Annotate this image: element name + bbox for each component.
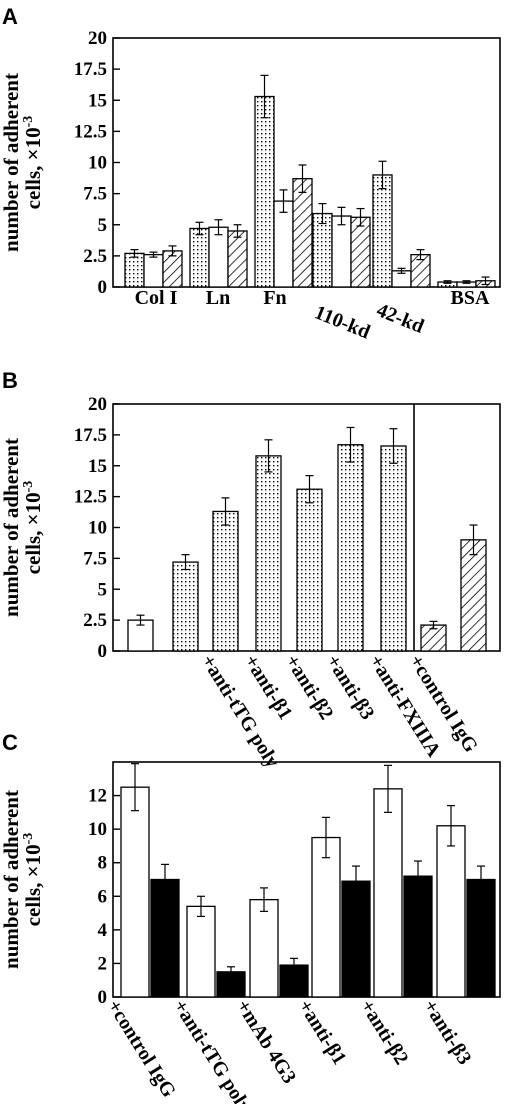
- bar-3: [212, 510, 239, 652]
- y-axis-label: number of adherent: [0, 438, 23, 617]
- bar-5: [296, 488, 323, 652]
- panel-b: B 0 2.5 5 7.5 10 12.5 15 17.5 20 number of adheren…: [0, 368, 501, 772]
- bar-9: [460, 539, 487, 652]
- category-label: +anti-β3: [419, 996, 476, 1069]
- bar-2-1: [189, 227, 210, 288]
- y-axis-label-line2: cells, ×10-3: [21, 116, 45, 210]
- category-label: +anti-β1: [294, 996, 351, 1069]
- y-tick-label: 10: [88, 518, 107, 539]
- bar-3-3: [292, 178, 313, 288]
- bar-4-2: [331, 215, 352, 288]
- y-tick-label: 0: [98, 641, 108, 662]
- y-tick-label: 12.5: [74, 121, 107, 142]
- y-tick-label: 17.5: [74, 425, 107, 446]
- y-tick-label: 15: [88, 90, 107, 111]
- bar-1-2: [143, 253, 164, 288]
- y-tick-label: 7.5: [83, 184, 107, 205]
- bar-5-2: [403, 875, 433, 998]
- y-axis-label-text: cells, ×10: [21, 492, 45, 574]
- bar-5-1: [373, 788, 403, 998]
- category-label: 110-kd: [311, 301, 373, 343]
- bar-1-1: [120, 786, 150, 998]
- panel-a: A 0 2.5 5 7.5 10 12.5 15 17.5 20 number of adheren…: [0, 4, 501, 343]
- bar-1-1: [124, 252, 145, 288]
- bar-8: [420, 624, 447, 652]
- category-label: +mAb 4G3: [232, 996, 301, 1088]
- bar-4-1: [311, 836, 341, 998]
- category-label: 42-kd: [373, 299, 427, 338]
- y-axis-label-line2: cells, ×10-3: [21, 481, 45, 575]
- y-tick-label: 2: [98, 953, 108, 974]
- y-axis-label-exponent: -3: [21, 116, 36, 128]
- y-tick-label: 15: [88, 456, 107, 477]
- y-tick-label: 12: [88, 786, 107, 807]
- y-tick-label: 20: [88, 394, 107, 415]
- y-axis-label-exponent: -3: [21, 833, 36, 845]
- category-label: Col I: [135, 287, 178, 309]
- y-axis-label-text: cells, ×10: [21, 127, 45, 209]
- bar-2-3: [227, 230, 248, 288]
- category-label: +control IgG: [103, 996, 180, 1102]
- bar-2: [172, 561, 199, 652]
- panel-letter: B: [2, 368, 18, 393]
- bar-1-2: [150, 878, 180, 998]
- y-tick-label: 10: [88, 819, 107, 840]
- y-tick-label: 17.5: [74, 59, 107, 80]
- y-tick-label: 10: [88, 153, 107, 174]
- bar-3-2: [273, 200, 294, 288]
- y-tick-label: 2.5: [83, 610, 107, 631]
- bar-4-2: [341, 880, 371, 998]
- panel-letter: C: [2, 730, 18, 755]
- bar-7: [380, 445, 407, 652]
- y-tick-label: 5: [98, 579, 108, 600]
- category-label: Fn: [263, 287, 286, 309]
- bar-2-2: [208, 226, 229, 288]
- y-tick-label: 7.5: [83, 548, 107, 569]
- y-tick-label: 4: [98, 920, 108, 941]
- y-tick-label: 2.5: [83, 246, 107, 267]
- bar-6-2: [466, 878, 496, 998]
- y-axis-label: number of adherent: [0, 73, 23, 252]
- bar-2-1: [186, 905, 216, 998]
- bar-3-1: [249, 898, 279, 998]
- y-tick-label: 6: [98, 886, 108, 907]
- bar-3-1: [254, 95, 275, 288]
- y-tick-label: 0: [98, 987, 108, 1008]
- bar-6: [337, 444, 364, 652]
- y-tick-label: 8: [98, 853, 108, 874]
- y-tick-label: 20: [88, 28, 107, 49]
- y-tick-label: 0: [98, 277, 108, 298]
- bar-5-1: [372, 174, 393, 288]
- category-label: BSA: [451, 287, 490, 309]
- y-tick-label: 5: [98, 215, 108, 236]
- bar-4: [255, 455, 282, 652]
- bar-6-1: [436, 825, 466, 998]
- y-tick-label: 12.5: [74, 487, 107, 508]
- panel-letter: A: [2, 4, 18, 29]
- bar-4-3: [350, 216, 371, 288]
- y-axis-label: number of adherent: [0, 790, 23, 969]
- y-axis-label-text: cells, ×10: [21, 844, 45, 926]
- y-axis-label-line2: cells, ×10-3: [21, 833, 45, 927]
- category-label: +anti-β2: [356, 996, 413, 1069]
- y-axis-label-exponent: -3: [21, 481, 36, 493]
- bar-4-1: [312, 212, 333, 288]
- category-label: Ln: [206, 287, 230, 309]
